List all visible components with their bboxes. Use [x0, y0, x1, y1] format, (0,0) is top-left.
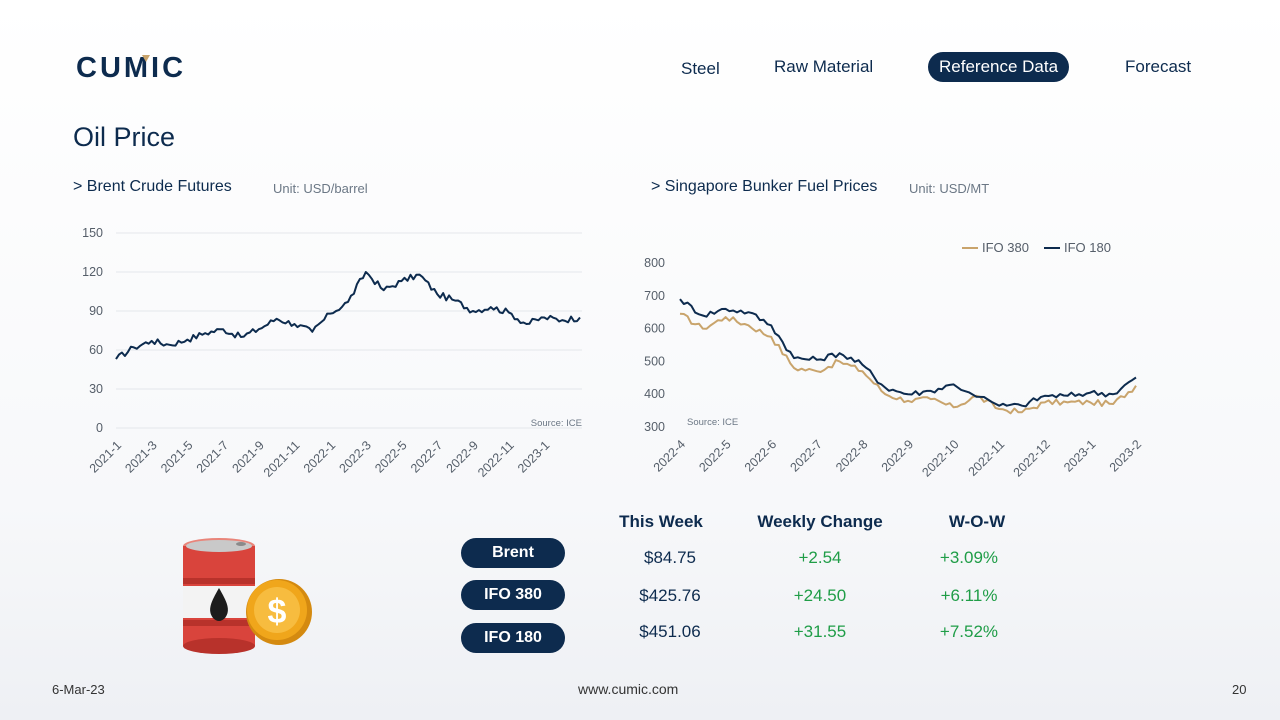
- y-tick-label: 500: [644, 354, 665, 368]
- x-tick-label: 2022-6: [742, 437, 779, 474]
- x-tick-label: 2021-5: [158, 438, 195, 475]
- nav-forecast[interactable]: Forecast: [1125, 57, 1192, 76]
- row-label-brent: Brent: [461, 538, 565, 568]
- series-line-ifo-380: [679, 312, 1137, 415]
- y-tick-label: 700: [644, 289, 665, 303]
- y-tick-label: 150: [82, 226, 103, 240]
- source-label: Source: ICE: [531, 418, 582, 429]
- ifo180-weekly-change: +31.55: [793, 622, 847, 641]
- brent-chart-title: > Brent Crude Futures: [73, 178, 232, 195]
- nav-reference-data[interactable]: Reference Data: [928, 52, 1070, 82]
- brent-this-week: $84.75: [644, 548, 696, 567]
- ifo380-weekly-change: +24.50: [793, 586, 847, 605]
- x-tick-label: 2022-3: [337, 438, 374, 475]
- ifo180-this-week: $451.06: [639, 622, 701, 641]
- x-tick-label: 2021-3: [122, 438, 159, 475]
- x-tick-label: 2022-12: [1011, 437, 1053, 479]
- brent-weekly-change: +2.54: [798, 548, 842, 567]
- row-label-ifo380: IFO 380: [461, 580, 565, 610]
- y-tick-label: 60: [89, 343, 103, 357]
- footer-website[interactable]: www.cumic.com: [578, 681, 679, 697]
- legend-label: IFO 180: [1064, 240, 1111, 255]
- x-tick-label: 2022-10: [919, 437, 961, 479]
- bunker-chart-title: > Singapore Bunker Fuel Prices: [651, 178, 878, 195]
- y-tick-label: 120: [82, 265, 103, 279]
- footer-date: 6-Mar-23: [52, 682, 105, 697]
- y-tick-label: 600: [644, 322, 665, 336]
- source-label: Source: ICE: [687, 417, 738, 428]
- x-tick-label: 2022-9: [879, 437, 916, 474]
- ifo380-wow: +6.11%: [940, 586, 998, 605]
- series-line-ifo-180: [679, 298, 1137, 408]
- brent-unit-label: Unit: USD/barrel: [273, 181, 368, 196]
- legend-label: IFO 380: [982, 240, 1029, 255]
- y-tick-label: 0: [96, 421, 103, 435]
- x-tick-label: 2022-11: [475, 438, 517, 480]
- y-tick-label: 800: [644, 256, 665, 270]
- nav-steel[interactable]: Steel: [681, 59, 720, 78]
- x-tick-label: 2022-4: [651, 437, 688, 474]
- x-tick-label: 2022-5: [372, 438, 409, 475]
- ifo180-wow: +7.52%: [939, 622, 999, 641]
- x-tick-label: 2022-11: [966, 437, 1008, 479]
- th-wow: W-O-W: [948, 512, 1006, 531]
- x-tick-label: 2022-8: [833, 437, 870, 474]
- x-tick-label: 2021-1: [87, 438, 124, 475]
- page-title: Oil Price: [73, 122, 176, 152]
- th-this-week: This Week: [619, 512, 703, 531]
- x-tick-label: 2023-2: [1107, 437, 1144, 474]
- bunker-unit-label: Unit: USD/MT: [909, 181, 990, 196]
- svg-text:CUMIC: CUMIC: [76, 52, 186, 80]
- footer-page-number: 20: [1232, 682, 1247, 697]
- row-label-ifo180: IFO 180: [461, 623, 565, 653]
- svg-text:$: $: [268, 593, 287, 631]
- x-tick-label: 2022-1: [301, 438, 338, 475]
- y-tick-label: 300: [644, 420, 665, 434]
- th-weekly-change: Weekly Change: [757, 512, 883, 531]
- x-tick-label: 2022-5: [696, 437, 733, 474]
- cumic-logo: CUMIC: [76, 52, 186, 80]
- x-tick-label: 2021-7: [194, 438, 231, 475]
- x-tick-label: 2023-1: [1061, 437, 1098, 474]
- ifo380-this-week: $425.76: [639, 586, 701, 605]
- x-tick-label: 2023-1: [515, 438, 552, 475]
- nav-raw-material[interactable]: Raw Material: [774, 57, 874, 76]
- y-tick-label: 90: [89, 304, 103, 318]
- x-tick-label: 2022-7: [787, 437, 824, 474]
- x-tick-label: 2022-7: [408, 438, 445, 475]
- y-tick-label: 30: [89, 382, 103, 396]
- brent-wow: +3.09%: [939, 548, 999, 567]
- series-line-brent: [115, 271, 581, 360]
- oil-barrel-coin-icon: $: [183, 538, 312, 654]
- y-tick-label: 400: [644, 387, 665, 401]
- x-tick-label: 2021-11: [261, 438, 303, 480]
